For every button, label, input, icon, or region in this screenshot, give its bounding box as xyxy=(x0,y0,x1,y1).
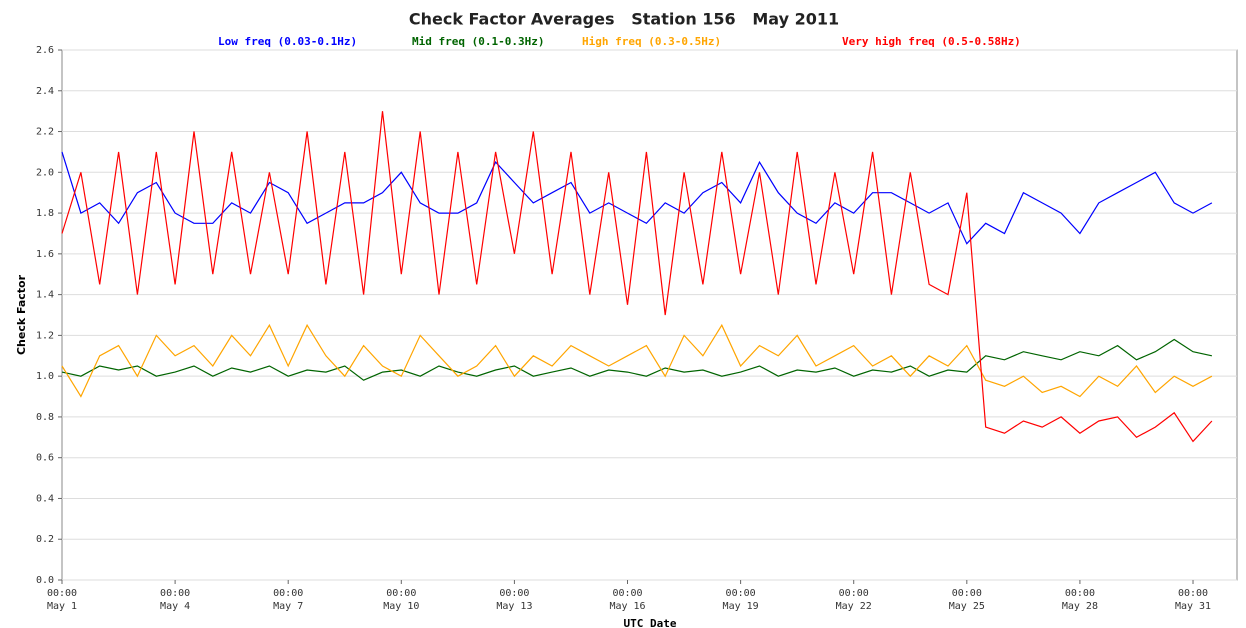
y-tick-label: 1.2 xyxy=(36,330,54,341)
chart-title: Check Factor Averages Station 156 May 20… xyxy=(409,10,839,29)
legend-entry: High freq (0.3-0.5Hz) xyxy=(582,35,721,48)
x-tick-label: 00:00 xyxy=(1178,588,1208,599)
x-tick-label: May 4 xyxy=(160,601,190,612)
y-tick-label: 1.8 xyxy=(36,208,54,219)
y-tick-label: 2.0 xyxy=(36,167,54,178)
y-tick-label: 0.6 xyxy=(36,453,54,464)
x-tick-label: 00:00 xyxy=(386,588,416,599)
x-tick-label: 00:00 xyxy=(499,588,529,599)
x-tick-label: 00:00 xyxy=(47,588,77,599)
x-tick-label: May 10 xyxy=(383,601,419,612)
y-tick-label: 1.6 xyxy=(36,249,54,260)
y-tick-label: 0.8 xyxy=(36,412,54,423)
x-tick-label: May 7 xyxy=(273,601,303,612)
x-tick-label: May 28 xyxy=(1062,601,1098,612)
x-tick-label: May 1 xyxy=(47,601,77,612)
plot-area xyxy=(61,49,1238,581)
series-line xyxy=(61,338,1213,381)
x-tick-label: May 19 xyxy=(723,601,759,612)
y-axis-label: Check Factor xyxy=(15,274,28,355)
x-tick-label: 00:00 xyxy=(1065,588,1095,599)
y-tick-label: 1.4 xyxy=(36,290,54,301)
x-tick-label: 00:00 xyxy=(273,588,303,599)
x-tick-label: 00:00 xyxy=(160,588,190,599)
x-tick-label: May 25 xyxy=(949,601,985,612)
y-tick-label: 0.0 xyxy=(36,575,54,586)
legend-entry: Low freq (0.03-0.1Hz) xyxy=(218,35,357,48)
x-tick-label: May 31 xyxy=(1175,601,1211,612)
x-tick-label: 00:00 xyxy=(612,588,642,599)
x-tick-label: May 13 xyxy=(496,601,532,612)
y-tick-label: 0.4 xyxy=(36,493,54,504)
y-tick-label: 1.0 xyxy=(36,371,54,382)
y-tick-label: 2.4 xyxy=(36,86,54,97)
legend-entry: Mid freq (0.1-0.3Hz) xyxy=(412,35,544,48)
x-tick-label: 00:00 xyxy=(952,588,982,599)
y-tick-label: 0.2 xyxy=(36,534,54,545)
x-tick-label: May 22 xyxy=(836,601,872,612)
x-tick-label: 00:00 xyxy=(839,588,869,599)
x-tick-label: May 16 xyxy=(609,601,645,612)
x-axis-label: UTC Date xyxy=(624,617,677,628)
x-tick-label: 00:00 xyxy=(726,588,756,599)
series-line xyxy=(61,151,1213,245)
series-line xyxy=(61,323,1213,398)
series-line xyxy=(61,111,1213,443)
y-tick-label: 2.2 xyxy=(36,127,54,138)
y-tick-label: 2.6 xyxy=(36,45,54,56)
legend-entry: Very high freq (0.5-0.58Hz) xyxy=(842,35,1021,48)
